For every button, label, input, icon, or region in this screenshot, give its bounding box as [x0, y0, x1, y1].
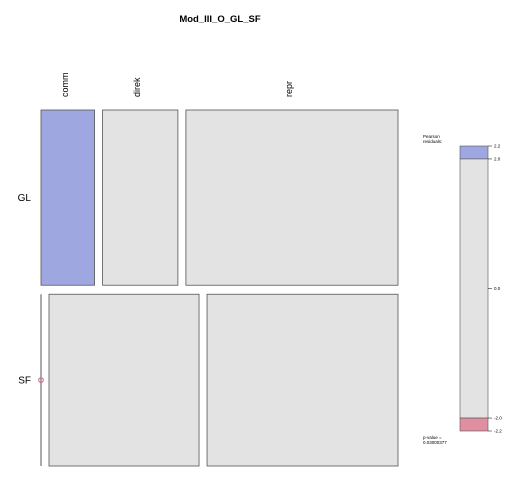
legend-title-line1: Pearson	[423, 134, 440, 139]
residual-legend: Pearson residuals: 2.2 2.0 0.0 -2.0 -2.2 p-v…	[423, 134, 502, 445]
legend-title-line2: residuals:	[423, 139, 442, 144]
legend-tick-label: -2.2	[494, 429, 502, 434]
cell-sf-direk	[48, 293, 200, 467]
row-label-sf: SF	[18, 376, 31, 387]
zero-marker-sf-comm	[38, 377, 44, 383]
mosaic-labels: comm direk repr GL SF	[18, 73, 294, 387]
legend-ticks: 2.2 2.0 0.0 -2.0 -2.2	[488, 144, 502, 434]
p-value: 0.03000377	[423, 440, 447, 445]
cell-gl-comm	[40, 109, 95, 286]
column-label-direk: direk	[132, 77, 142, 97]
cell-gl-direk	[102, 109, 179, 286]
legend-band-negative	[459, 417, 489, 432]
column-label-repr: repr	[284, 81, 294, 97]
chart-title: Mod_III_O_GL_SF	[179, 14, 260, 25]
mosaic-cells	[38, 109, 399, 467]
cell-gl-repr	[185, 109, 399, 286]
legend-tick-label: 2.0	[494, 157, 501, 162]
legend-band-neutral	[459, 158, 489, 419]
p-value-label: p-value =	[423, 435, 442, 440]
cell-sf-repr	[206, 293, 399, 467]
legend-band-positive	[459, 145, 489, 160]
legend-tick-label: 2.2	[494, 144, 501, 149]
column-label-comm: comm	[60, 73, 70, 98]
legend-tick-label: -2.0	[494, 416, 502, 421]
legend-color-bar	[459, 145, 489, 432]
legend-tick-label: 0.0	[494, 286, 501, 291]
row-label-gl: GL	[18, 193, 32, 204]
